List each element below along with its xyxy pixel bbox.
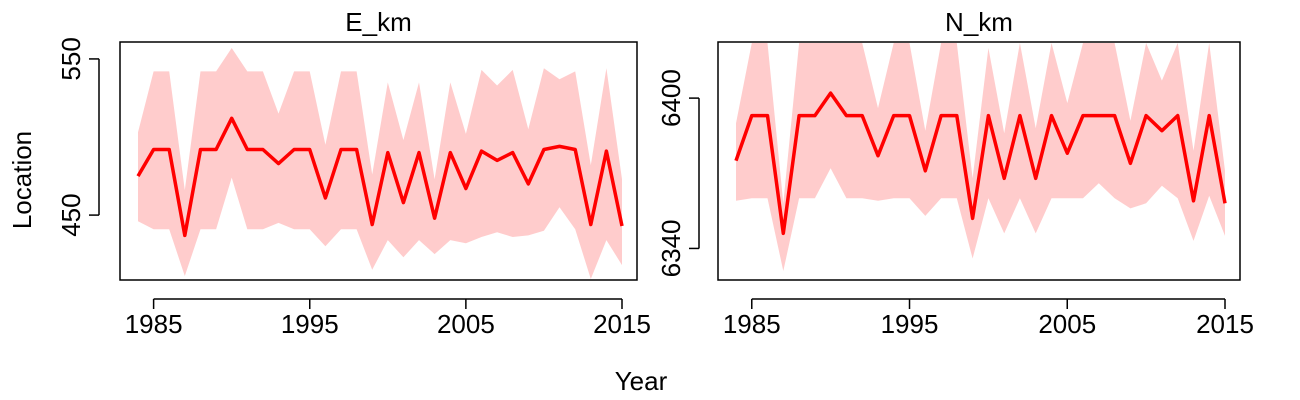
x-tick-label: 2005: [437, 309, 495, 339]
panel-e-km: E_km 1985 1995 2005 2015 450 550: [56, 7, 651, 339]
estimate-line: [734, 91, 1227, 236]
plot-frame: [717, 41, 1241, 281]
panel-title: E_km: [345, 7, 411, 37]
x-tick-label: 1995: [881, 309, 939, 339]
x-axis-label: Year: [615, 366, 668, 396]
x-tick-label: 2005: [1038, 309, 1096, 339]
x-tick-label: 1985: [723, 309, 781, 339]
plot-frame: [119, 41, 638, 281]
x-tick-label: 2015: [593, 309, 651, 339]
panel-n-km: N_km 1985 1995 2005 2015 6340 6400: [656, 7, 1254, 339]
y-tick-label: 450: [56, 193, 86, 236]
x-tick-label: 1995: [281, 309, 339, 339]
x-tick-label: 1985: [125, 309, 183, 339]
panel-title: N_km: [945, 7, 1013, 37]
estimate-line: [136, 116, 624, 238]
y-tick-label: 6400: [656, 69, 686, 127]
y-tick-label: 6340: [656, 219, 686, 277]
y-tick-label: 550: [56, 37, 86, 80]
x-tick-label: 2015: [1196, 309, 1254, 339]
confidence-band: [138, 48, 622, 279]
y-axis-label: Location: [7, 131, 37, 229]
